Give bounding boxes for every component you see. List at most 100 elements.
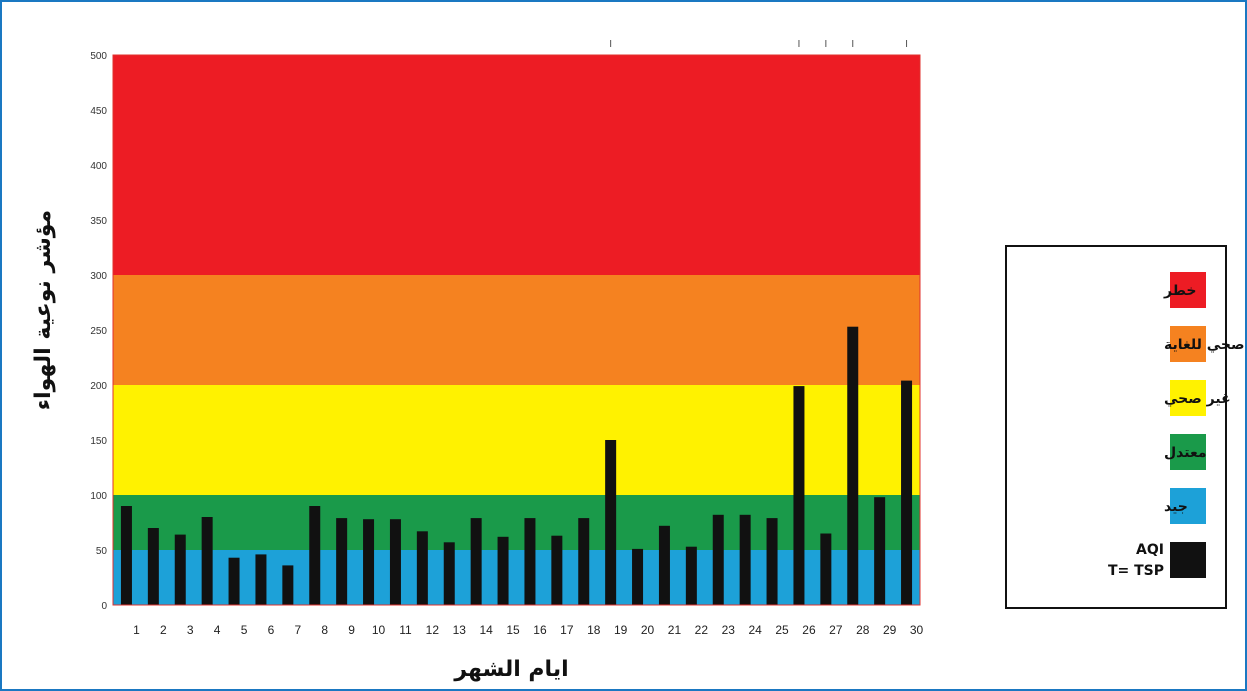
x-tick-label: 1 — [133, 623, 140, 637]
x-tick-label: 30 — [910, 623, 924, 637]
band-0 — [113, 550, 920, 605]
legend-label: AQI — [1136, 542, 1164, 558]
y-tick-label: 450 — [90, 106, 107, 117]
bar-day-6 — [255, 554, 267, 605]
aqi-bands — [113, 55, 920, 605]
x-tick-label: 20 — [641, 623, 655, 637]
x-tick-label: 11 — [399, 623, 412, 637]
bar-day-11 — [389, 519, 401, 605]
y-tick-label: 250 — [90, 326, 107, 337]
plot-border — [112, 54, 921, 606]
y-tick-label: 100 — [90, 491, 107, 502]
x-tick-label: 6 — [268, 623, 275, 637]
y-tick-label: 350 — [90, 216, 107, 227]
bar-day-29 — [874, 497, 886, 605]
bar-day-7 — [282, 565, 294, 605]
bar-day-25 — [766, 518, 778, 605]
bar-day-2 — [147, 528, 159, 605]
band-3 — [113, 275, 920, 385]
bar-day-9 — [336, 518, 348, 605]
bar-day-10 — [363, 519, 375, 605]
bar-series — [120, 326, 913, 605]
bar-day-15 — [497, 536, 509, 605]
y-tick-label: 400 — [90, 161, 107, 172]
x-tick-label: 12 — [426, 623, 440, 637]
bar-day-5 — [228, 557, 240, 605]
y-tick-label: 50 — [96, 546, 108, 557]
bar-day-3 — [174, 534, 186, 605]
x-tick-label: 29 — [883, 623, 897, 637]
x-tick-label: 16 — [533, 623, 547, 637]
x-axis-title: ايام الشهر — [453, 657, 568, 682]
x-tick-label: 21 — [668, 623, 682, 637]
legend-label: غير صحي للغاية — [1164, 337, 1247, 353]
x-tick-label: 28 — [856, 623, 870, 637]
bar-day-16 — [524, 518, 536, 605]
legend-swatch-0 — [1170, 272, 1206, 308]
bar-day-26 — [793, 386, 805, 605]
legend-swatch-3 — [1170, 434, 1206, 470]
x-tick-label: 9 — [348, 623, 355, 637]
x-tick-label: 14 — [479, 623, 493, 637]
y-tick-label: 0 — [101, 601, 107, 612]
bar-day-27 — [820, 533, 832, 605]
legend-label: خطر — [1163, 283, 1196, 299]
bar-day-23 — [712, 514, 724, 605]
x-axis-ticks: 1 2 3 4 5 6 7 8 9 10 11 12 13 14 15 16 17 18 19 20 21 22 23 24 2… — [133, 623, 923, 637]
bar-day-18 — [578, 518, 590, 605]
bar-day-20 — [632, 548, 644, 605]
x-tick-label: 19 — [614, 623, 628, 637]
bar-day-22 — [685, 546, 697, 605]
bar-day-21 — [658, 525, 670, 605]
y-tick-label: 300 — [90, 271, 107, 282]
legend-swatch-4 — [1170, 488, 1206, 524]
x-tick-label: 13 — [453, 623, 467, 637]
x-tick-label: 2 — [160, 623, 167, 637]
bar-day-24 — [739, 514, 751, 605]
x-tick-label: 24 — [748, 623, 762, 637]
y-axis-title: مؤشر نوعية الهواء — [31, 210, 56, 410]
band-4 — [113, 55, 920, 275]
bar-day-28 — [847, 326, 859, 605]
x-tick-label: 22 — [695, 623, 709, 637]
y-axis-ticks: 0 50 100 150 200 250 300 350 400 450 500 — [90, 51, 107, 612]
x-tick-label: 25 — [775, 623, 789, 637]
bar-day-1 — [120, 506, 132, 605]
x-tick-label: 15 — [506, 623, 520, 637]
y-tick-label: 200 — [90, 381, 107, 392]
bar-day-13 — [443, 542, 455, 605]
x-tick-label: 4 — [214, 623, 221, 637]
legend-label: معتدل — [1164, 445, 1207, 461]
x-tick-label: 17 — [560, 623, 574, 637]
band-2 — [113, 385, 920, 495]
legend-swatch-2 — [1170, 380, 1206, 416]
legend-swatch-1 — [1170, 326, 1206, 362]
x-tick-label: 8 — [321, 623, 328, 637]
x-tick-label: 27 — [829, 623, 843, 637]
band-1 — [113, 495, 920, 550]
legend: خطر غير صحي للغاية غير صحي معتدل جيد AQI T= TS… — [1005, 245, 1247, 609]
x-tick-label: 18 — [587, 623, 601, 637]
legend-items: خطر غير صحي للغاية غير صحي معتدل جيد AQI T= TS… — [1108, 272, 1247, 579]
y-tick-label: 150 — [90, 436, 107, 447]
bar-day-30 — [901, 380, 913, 605]
x-tick-label: 3 — [187, 623, 194, 637]
legend-swatch-5 — [1170, 542, 1206, 578]
legend-label-line2: T= TSP — [1108, 563, 1164, 579]
legend-label: غير صحي — [1164, 391, 1231, 407]
legend-label: جيد — [1164, 499, 1188, 515]
x-tick-label: 5 — [241, 623, 248, 637]
bar-day-4 — [201, 517, 213, 605]
x-tick-label: 7 — [295, 623, 302, 637]
top-tick-marks — [610, 40, 908, 47]
bar-day-12 — [416, 531, 428, 605]
x-tick-label: 26 — [802, 623, 816, 637]
y-tick-label: 500 — [90, 51, 107, 62]
x-tick-label: 10 — [372, 623, 386, 637]
bar-day-8 — [309, 506, 321, 605]
bar-day-19 — [605, 440, 617, 605]
bar-day-14 — [470, 518, 482, 605]
x-tick-label: 23 — [722, 623, 736, 637]
